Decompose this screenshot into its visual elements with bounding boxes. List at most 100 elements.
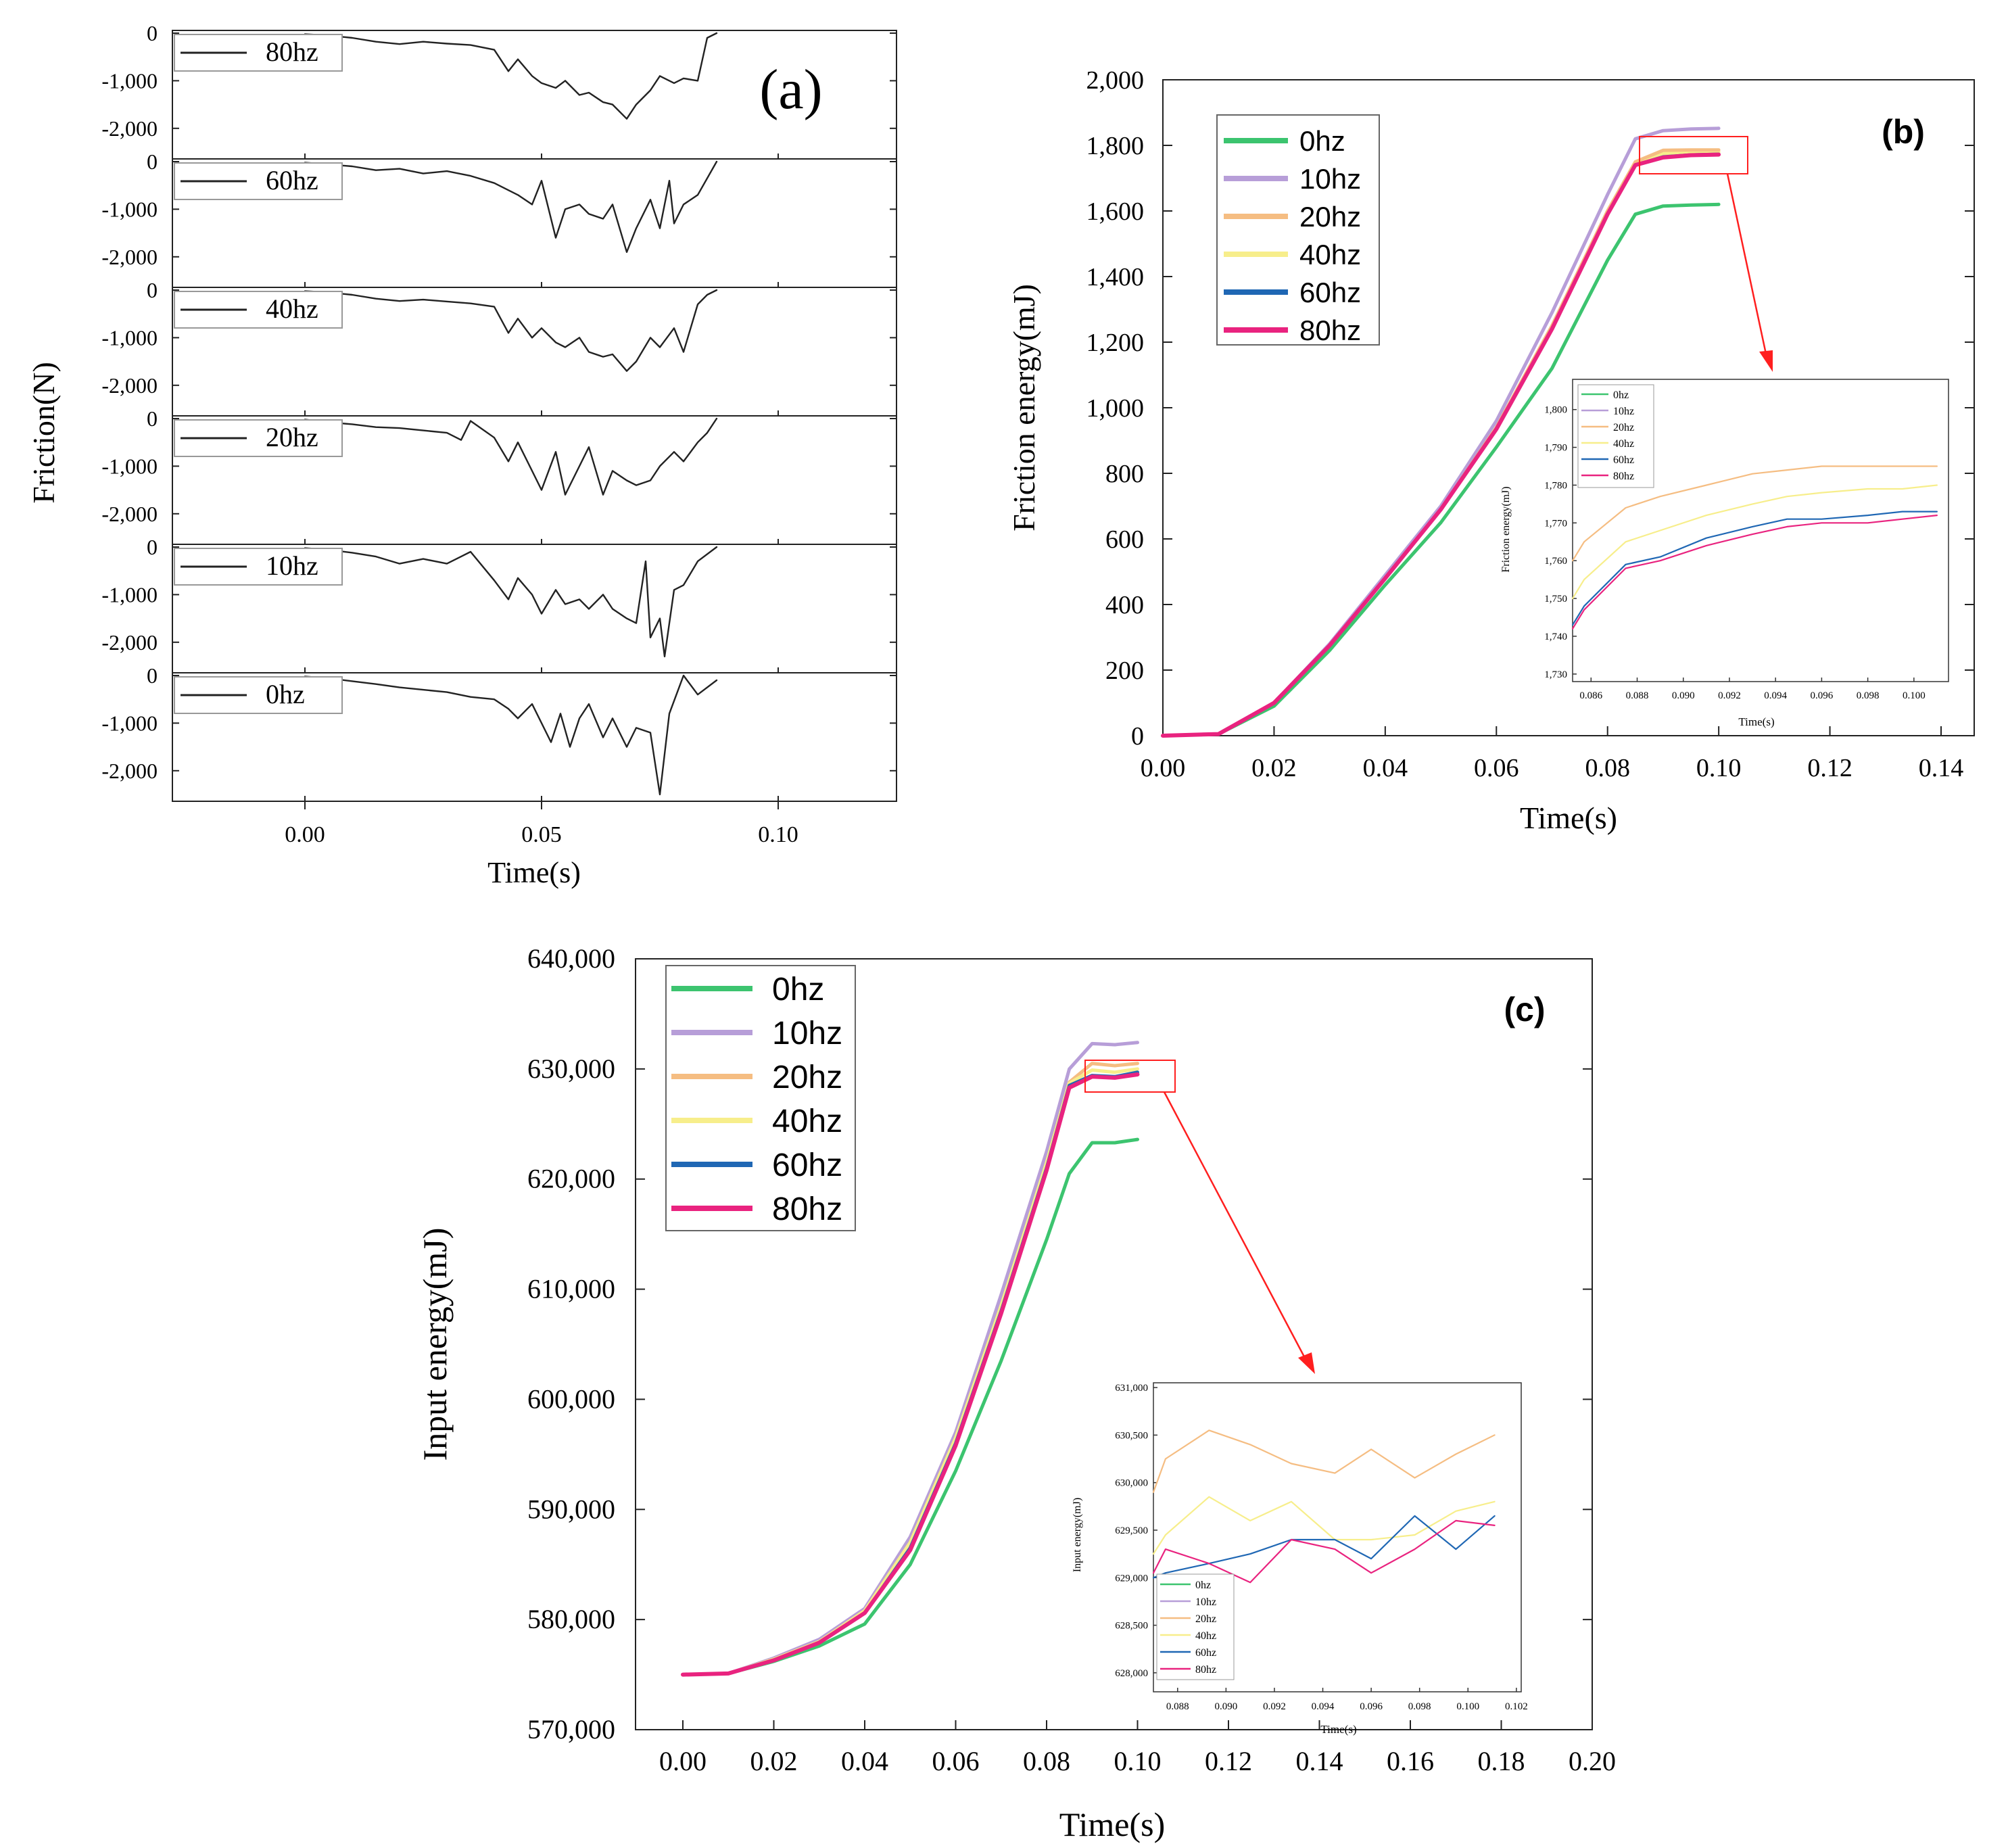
legend-label: 60hz (266, 165, 318, 195)
inset-legend-label-0hz: 0hz (1195, 1580, 1211, 1591)
y-tick-label: 0 (1131, 722, 1144, 751)
inset-y-tick-label: 629,000 (1115, 1573, 1148, 1584)
panel-label: (c) (1504, 991, 1545, 1028)
inset-y-tick-label: 1,780 (1544, 480, 1567, 491)
inset-series-line-60hz (1571, 511, 1938, 626)
series-line-10hz (304, 546, 718, 658)
inset-y-tick-label: 1,800 (1544, 405, 1567, 416)
zoom-arrow-line (1163, 1091, 1308, 1361)
inset-y-tick-label: 630,000 (1115, 1478, 1148, 1489)
y-tick-label: 620,000 (527, 1164, 615, 1194)
inset-legend-label-80hz: 80hz (1195, 1664, 1216, 1676)
legend-label-80hz: 80hz (1299, 314, 1361, 346)
inset-series-line-20hz (1152, 1429, 1496, 1493)
legend-label-40hz: 40hz (1299, 239, 1361, 270)
inset: 628,000 628,500 629,000 629,500 630,000 630,5… (1072, 1382, 1528, 1736)
legend-label-80hz: 80hz (772, 1191, 842, 1227)
inset-x-axis-label: Time(s) (1320, 1723, 1356, 1736)
legend-label-0hz: 0hz (772, 972, 824, 1008)
inset-x-tick-label: 0.092 (1718, 690, 1741, 701)
inset-x-tick-label: 0.090 (1672, 690, 1695, 701)
x-tick-label: 0.00 (1141, 754, 1186, 782)
inset-legend-label-20hz: 20hz (1613, 422, 1634, 433)
legend-label: 80hz (266, 37, 318, 67)
panel-label: (a) (759, 58, 822, 121)
y-tick-label: 0 (147, 278, 158, 302)
inset-y-tick-label: 631,000 (1115, 1383, 1148, 1394)
y-tick-label: 1,800 (1086, 132, 1145, 160)
inset-legend-label-40hz: 40hz (1613, 438, 1634, 450)
series-line-80hz (681, 1072, 1140, 1677)
y-axis-label: Friction(N) (26, 362, 61, 504)
inset-x-tick-label: 0.094 (1764, 690, 1787, 701)
inset-x-tick-label: 0.088 (1166, 1701, 1189, 1712)
inset-x-tick-label: 0.086 (1579, 690, 1602, 701)
series-line-0hz (304, 674, 718, 796)
x-tick-label: 0.00 (659, 1746, 707, 1776)
inset-x-tick-label: 0.100 (1903, 690, 1926, 701)
legend-box (665, 965, 856, 1231)
x-tick-label: 0.04 (841, 1746, 888, 1776)
x-tick-label: 0.16 (1387, 1746, 1434, 1776)
inset-x-tick-label: 0.100 (1456, 1701, 1479, 1712)
series-line-20hz (304, 417, 718, 496)
inset-y-tick-label: 1,730 (1544, 669, 1567, 680)
x-tick-label: 0.14 (1919, 754, 1964, 782)
panel-b: 0 200 400 600 800 1,000 1,200 1,400 1,600 1,800 2,… (1007, 66, 1975, 835)
x-tick-label: 0.06 (932, 1746, 980, 1776)
legend-label-60hz: 60hz (1299, 277, 1361, 308)
inset-x-tick-label: 0.098 (1857, 690, 1880, 701)
legend-label-10hz: 10hz (1299, 163, 1361, 195)
subplot-frame (172, 672, 897, 802)
y-tick-label: 600,000 (527, 1383, 615, 1414)
legend-label: 20hz (266, 422, 318, 452)
y-tick-label: 0 (147, 663, 158, 688)
y-tick-label: 0 (147, 406, 158, 431)
zoom-highlight-box (1639, 136, 1748, 174)
subplot-0hz: 0 -1,000 -2,000 0hz (101, 663, 897, 802)
y-tick-label: 600 (1105, 525, 1144, 554)
inset-frame (1572, 379, 1949, 682)
inset-x-tick-label: 0.090 (1214, 1701, 1237, 1712)
inset-y-axis-label: Input energy(mJ) (1072, 1498, 1083, 1572)
inset-legend-box (1577, 384, 1654, 488)
y-tick-label: 610,000 (527, 1274, 615, 1304)
x-tick-label: 0.12 (1807, 754, 1852, 782)
subplot-40hz: 0 -1,000 -2,000 40hz (101, 278, 897, 417)
y-tick-label: -1,000 (101, 582, 158, 607)
y-tick-label: -2,000 (101, 759, 158, 783)
inset-y-tick-label: 630,500 (1115, 1430, 1148, 1441)
inset-x-tick-label: 0.098 (1408, 1701, 1431, 1712)
x-axis-label: Time(s) (1520, 801, 1617, 835)
inset-y-tick-label: 1,760 (1544, 556, 1567, 567)
inset-series-line-40hz (1152, 1496, 1496, 1555)
legend-label-20hz: 20hz (1299, 201, 1361, 233)
y-tick-label: 640,000 (527, 943, 615, 974)
y-tick-label: 0 (147, 21, 158, 45)
y-axis-label: Input energy(mJ) (416, 1228, 454, 1461)
x-axis-label: Time(s) (1059, 1805, 1166, 1843)
x-tick-label: 0.18 (1478, 1746, 1525, 1776)
y-tick-label: -2,000 (101, 116, 158, 141)
y-tick-label: 590,000 (527, 1494, 615, 1524)
x-tick-label: 0.12 (1205, 1746, 1252, 1776)
panel-c: 570,000 580,000 590,000 600,000 610,000 620,0… (416, 943, 1616, 1843)
x-tick-label: 0.04 (1363, 754, 1408, 782)
y-tick-label: 1,200 (1086, 329, 1145, 357)
legend-label: 40hz (266, 293, 318, 324)
inset-legend-label-60hz: 60hz (1195, 1647, 1216, 1659)
y-tick-label: 0 (147, 149, 158, 174)
x-tick-label: 0.05 (521, 822, 562, 847)
inset-y-tick-label: 1,750 (1544, 594, 1567, 605)
legend-label: 10hz (266, 550, 318, 581)
legend-label-40hz: 40hz (772, 1104, 842, 1139)
y-tick-label: 580,000 (527, 1604, 615, 1634)
y-tick-label: 1,600 (1086, 197, 1145, 226)
x-tick-label: 0.10 (758, 822, 798, 847)
y-tick-label: 570,000 (527, 1714, 615, 1745)
inset-x-tick-label: 0.092 (1263, 1701, 1286, 1712)
y-tick-label: -2,000 (101, 630, 158, 655)
x-tick-label: 0.02 (1251, 754, 1297, 782)
inset-x-tick-label: 0.088 (1626, 690, 1649, 701)
y-axis-label: Friction energy(mJ) (1007, 284, 1041, 531)
